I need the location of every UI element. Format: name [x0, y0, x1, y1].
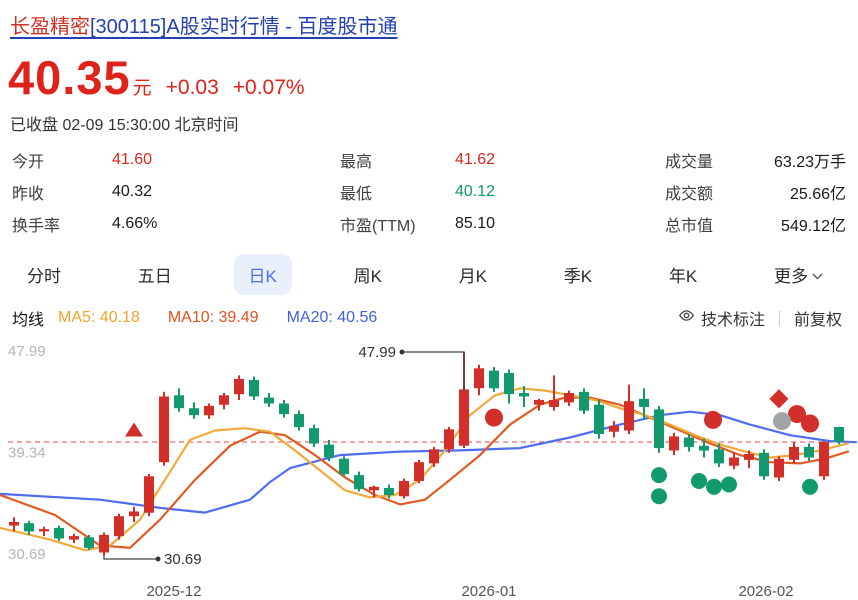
price-change: +0.03 — [165, 76, 219, 99]
stat-pe-ttm: 市盈(TTM) 85.10 — [340, 215, 496, 235]
chart-tools: 技术标注 前复权 — [678, 306, 842, 330]
svg-text:2026-02: 2026-02 — [738, 583, 793, 600]
svg-text:39.34: 39.34 — [8, 445, 46, 462]
title-rest: [300115]A股实时行情 - 百度股市通 — [90, 16, 398, 38]
page-title-link[interactable]: 长盈精密[300115]A股实时行情 - 百度股市通 — [10, 10, 397, 39]
stat-high: 最高 41.62 — [340, 151, 496, 171]
svg-text:47.99: 47.99 — [358, 344, 396, 361]
forward-adjust-button[interactable]: 前复权 — [793, 312, 842, 329]
svg-text:2026-01: 2026-01 — [461, 583, 516, 600]
tools-divider — [778, 310, 780, 326]
kchart-canvas: 47.99 39.34 30.69 2025-12 2026-01 2026-02 47.9… — [0, 343, 858, 600]
tab-minute[interactable]: 分时 — [27, 266, 61, 286]
tab-five-day[interactable]: 五日 — [137, 266, 172, 286]
ma-legend-bar: 均线 MA5: 40.18 MA10: 39.49 MA20: 40.56 技术… — [12, 306, 842, 330]
tab-daily-k[interactable]: 日K — [233, 253, 292, 295]
stats-column-3: 成交量 63.23万手 成交额 25.66亿 总市值 549.12亿 — [665, 144, 846, 240]
current-price: 40.35 — [8, 51, 131, 104]
stat-prev-close: 昨收 40.32 — [12, 183, 153, 203]
tab-quarterly-k[interactable]: 季K — [563, 266, 593, 286]
price-change-percent: +0.07% — [232, 76, 305, 99]
stat-open: 今开 41.60 — [12, 151, 153, 171]
stat-market-cap: 总市值 549.12亿 — [665, 218, 846, 235]
svg-text:47.99: 47.99 — [8, 343, 46, 360]
period-tabs: 分时 五日 日K 周K 月K 季K 年K 更多 — [12, 252, 838, 296]
eye-icon — [678, 307, 695, 329]
tab-yearly-k[interactable]: 年K — [668, 266, 698, 286]
ma-legend-title: 均线 — [12, 312, 45, 329]
ma10-value: MA10: 39.49 — [167, 309, 259, 326]
ma5-value: MA5: 40.18 — [58, 309, 140, 326]
chevron-down-icon — [812, 265, 823, 285]
stat-turnover-rate: 换手率 4.66% — [12, 215, 158, 235]
tab-more[interactable]: 更多 — [759, 254, 838, 295]
tab-monthly-k[interactable]: 月K — [458, 266, 488, 286]
technical-annotation-toggle[interactable]: 技术标注 — [678, 306, 765, 330]
tab-weekly-k[interactable]: 周K — [353, 266, 382, 286]
market-status: 已收盘 02-09 15:30:00 北京时间 — [10, 117, 239, 134]
candlestick-chart[interactable]: 47.99 39.34 30.69 2025-12 2026-01 2026-02 47.9… — [0, 338, 858, 600]
price-unit: 元 — [132, 78, 152, 99]
stat-low: 最低 40.12 — [340, 183, 496, 203]
svg-text:30.69: 30.69 — [8, 546, 46, 563]
svg-text:30.69: 30.69 — [164, 551, 202, 568]
price-row: 40.35 元 +0.03 +0.07% — [8, 50, 305, 105]
stat-amount: 成交额 25.66亿 — [665, 186, 846, 203]
stats-column-2: 最高 41.62 最低 40.12 市盈(TTM) 85.10 — [340, 144, 665, 240]
svg-text:2025-12: 2025-12 — [146, 583, 201, 600]
stock-name: 长盈精密 — [10, 16, 90, 38]
stat-volume: 成交量 63.23万手 — [665, 154, 846, 171]
stats-column-1: 今开 41.60 昨收 40.32 换手率 4.66% — [12, 144, 340, 240]
quote-stats-grid: 今开 41.60 昨收 40.32 换手率 4.66% 最高 41.62 最低 40.12… — [12, 144, 846, 240]
ma20-value: MA20: 40.56 — [286, 309, 378, 326]
